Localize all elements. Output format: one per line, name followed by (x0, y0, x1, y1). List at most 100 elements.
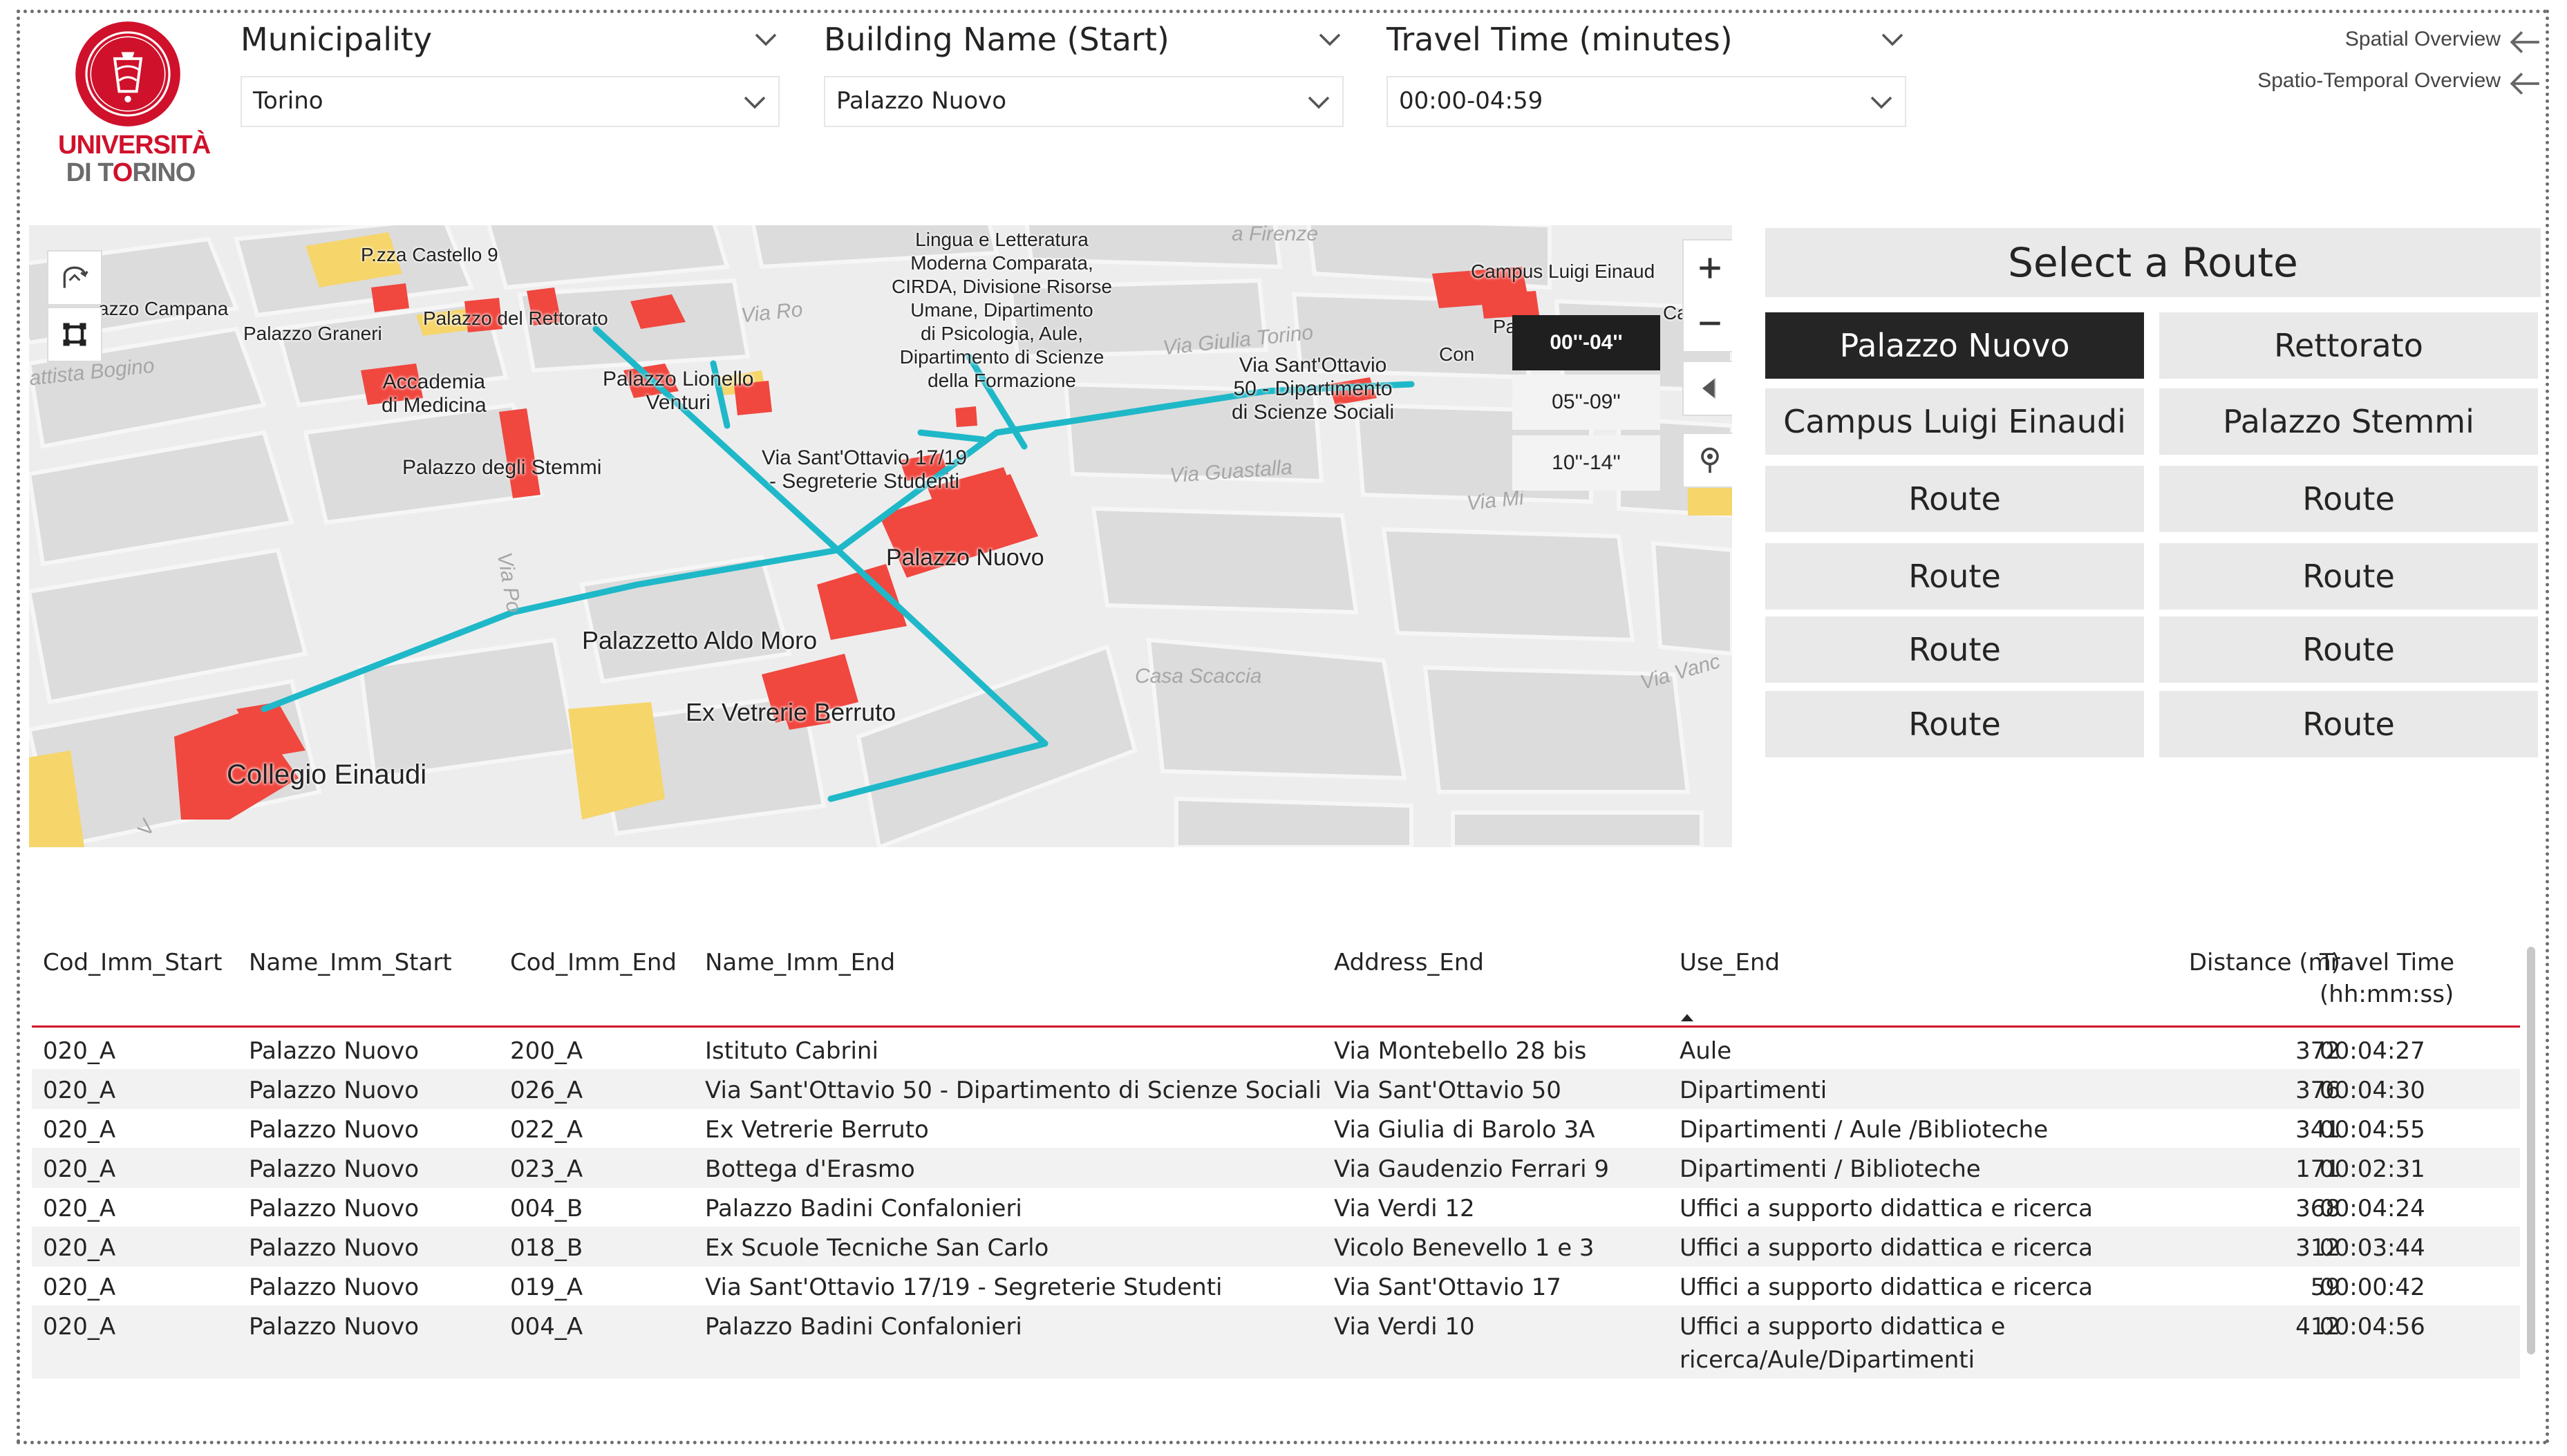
sort-ascending-icon (1681, 1014, 1693, 1021)
cell-use: Aule (1680, 1037, 1732, 1065)
column-header-name-end[interactable]: Name_Imm_End (705, 949, 896, 976)
dropdown-value: Torino (253, 87, 323, 115)
cell-use: Uffici a supporto didattica e ricerca (1680, 1195, 2093, 1222)
slicer-title: Travel Time (minutes) (1386, 21, 1733, 58)
map-label-collegio: Collegio Einaudi (227, 759, 427, 790)
cell-name-start: Palazzo Nuovo (249, 1155, 420, 1183)
map-label-lingua: Lingua e Letteratura Moderna Comparata, … (892, 228, 1112, 393)
map-label-campus: Campus Luigi Einaud (1471, 261, 1655, 282)
table-row[interactable]: 020_A Palazzo Nuovo 004_A Palazzo Badini Co… (32, 1305, 2520, 1379)
route-button[interactable]: Route (1765, 691, 2144, 757)
cell-travel-time: 00:04:24 (2320, 1195, 2425, 1222)
map-label-line: Venturi (646, 391, 711, 414)
map-label-line: Dipartimento di Scienze (899, 346, 1104, 368)
column-header-address-end[interactable]: Address_End (1334, 949, 1485, 976)
table-row[interactable]: 020_A Palazzo Nuovo 022_A Ex Vetrerie Berru… (32, 1108, 2520, 1148)
table-row[interactable]: 020_A Palazzo Nuovo 026_A Via Sant'Ottavio … (32, 1069, 2520, 1109)
table-row[interactable]: 020_A Palazzo Nuovo 004_B Palazzo Badini Co… (32, 1187, 2520, 1227)
route-button[interactable]: Campus Luigi Einaudi (1765, 388, 2144, 455)
chevron-down-icon[interactable] (752, 26, 780, 54)
route-button[interactable]: Route (1765, 616, 2144, 683)
logo-line-1: UNIVERSITÀ (58, 131, 211, 160)
cell-address: Via Verdi 10 (1334, 1313, 1475, 1341)
map-canvas (29, 225, 1732, 847)
column-header-cod-end[interactable]: Cod_Imm_End (510, 949, 677, 976)
cell-use: Dipartimenti (1680, 1077, 1827, 1104)
route-button[interactable]: Route (2159, 616, 2538, 683)
time-filter-button[interactable]: 00''-04'' (1512, 315, 1660, 370)
arrow-left-icon[interactable] (2508, 69, 2542, 98)
route-button[interactable]: Route (2159, 691, 2538, 757)
chevron-down-icon[interactable] (1316, 26, 1344, 54)
map-label-rettorato: Palazzo del Rettorato (423, 308, 608, 329)
cell-name-end: Istituto Cabrini (705, 1037, 878, 1065)
cell-name-end: Ex Scuole Tecniche San Carlo (705, 1234, 1049, 1262)
cell-use: Uffici a supporto didattica e ricerca (1680, 1234, 2093, 1262)
map-label-line: - Segreterie Studenti (769, 470, 960, 493)
cell-distance: 341 (2295, 1116, 2340, 1144)
building-start-dropdown[interactable]: Palazzo Nuovo (824, 76, 1344, 127)
cell-cod-end: 200_A (510, 1037, 583, 1065)
cell-name-start: Palazzo Nuovo (249, 1077, 420, 1104)
slicer-title: Building Name (Start) (824, 21, 1169, 58)
chevron-down-icon[interactable] (1879, 26, 1906, 54)
spatial-overview-link[interactable]: Spatial Overview (2344, 28, 2501, 50)
compass-icon (1702, 378, 1716, 399)
table-row[interactable]: 020_A Palazzo Nuovo 023_A Bottega d'Erasmo V… (32, 1148, 2520, 1188)
time-filter-button[interactable]: 10''-14'' (1512, 435, 1660, 491)
plus-icon[interactable] (1695, 253, 1725, 283)
cell-address: Via Gaudenzio Ferrari 9 (1334, 1155, 1609, 1183)
compass-button[interactable] (1682, 361, 1732, 416)
route-button[interactable]: Route (1765, 466, 2144, 532)
route-button[interactable]: Palazzo Stemmi (2159, 388, 2538, 455)
map-label-line: Palazzo Lionello (603, 368, 754, 390)
map-label-line: di Psicologia, Aule, (920, 323, 1083, 344)
column-header-cod-start[interactable]: Cod_Imm_Start (43, 949, 223, 976)
cell-name-start: Palazzo Nuovo (249, 1234, 420, 1262)
logo-line-2: DI TORINO (58, 159, 203, 187)
street-label: a Firenze (1232, 225, 1319, 245)
cell-address: Via Montebello 28 bis (1334, 1037, 1587, 1065)
map-label-lionello: Palazzo Lionello Venturi (603, 368, 753, 415)
municipality-dropdown[interactable]: Torino (241, 76, 780, 127)
travel-time-dropdown[interactable]: 00:00-04:59 (1386, 76, 1906, 127)
column-header-use-end[interactable]: Use_End (1680, 949, 1780, 976)
time-filter-button[interactable]: 05''-09'' (1512, 375, 1660, 430)
cell-name-end: Palazzo Badini Confalonieri (705, 1313, 1022, 1341)
cell-cod-end: 004_A (510, 1313, 583, 1341)
table-row[interactable]: 020_A Palazzo Nuovo 019_A Via Sant'Ottavio … (32, 1266, 2520, 1306)
map-pin-search-icon (1701, 447, 1719, 473)
table-row[interactable]: 020_A Palazzo Nuovo 200_A Istituto Cabrini V… (32, 1030, 2520, 1070)
spatio-temporal-overview-link[interactable]: Spatio-Temporal Overview (2257, 69, 2501, 92)
column-header-distance[interactable]: Distance (m) (2188, 949, 2340, 976)
cell-travel-time: 00:04:27 (2320, 1037, 2425, 1065)
column-header-travel-time[interactable]: Travel Time (hh:mm:ss) (2320, 947, 2454, 1010)
slicer-municipality: Municipality Torino (241, 21, 780, 131)
table-row[interactable]: 020_A Palazzo Nuovo 018_B Ex Scuole Tecnich… (32, 1227, 2520, 1267)
cell-address: Via Verdi 12 (1334, 1195, 1475, 1222)
route-button[interactable]: Route (1765, 543, 2144, 609)
slicer-building-start: Building Name (Start) Palazzo Nuovo (824, 21, 1344, 131)
cell-travel-time: 00:02:31 (2320, 1155, 2425, 1183)
minus-icon[interactable] (1695, 308, 1725, 339)
cell-name-end: Palazzo Badini Confalonieri (705, 1195, 1022, 1222)
locate-button[interactable] (1682, 433, 1732, 488)
dropdown-value: 00:00-04:59 (1399, 87, 1543, 115)
lasso-select-button[interactable] (47, 307, 102, 362)
map-label-stemmi: Palazzo degli Stemmi (402, 456, 602, 479)
cell-distance: 372 (2295, 1037, 2340, 1065)
logo-text: UNIVERSITÀ DI TORINO (58, 131, 211, 187)
reset-view-button[interactable] (47, 250, 102, 305)
route-map[interactable]: P.zza Castello 9 azzo Campana Palazzo Gr… (29, 225, 1732, 847)
column-header-name-start[interactable]: Name_Imm_Start (249, 949, 452, 976)
university-seal-icon (75, 21, 180, 126)
route-button[interactable]: Palazzo Nuovo (1765, 312, 2144, 379)
arrow-left-icon[interactable] (2508, 28, 2542, 57)
cell-distance: 59 (2310, 1274, 2340, 1301)
route-button[interactable]: Route (2159, 543, 2538, 609)
table-scrollbar[interactable] (2527, 947, 2535, 1354)
route-button[interactable]: Rettorato (2159, 312, 2538, 379)
route-button[interactable]: Route (2159, 466, 2538, 532)
cell-cod-start: 020_A (43, 1234, 116, 1262)
cell-name-start: Palazzo Nuovo (249, 1195, 420, 1222)
